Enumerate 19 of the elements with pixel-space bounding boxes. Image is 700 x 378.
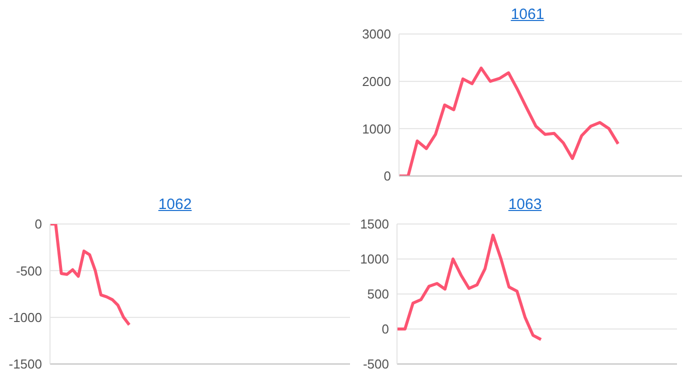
y-tick-label: 1000 bbox=[360, 252, 389, 267]
chart-title: 1061 bbox=[510, 6, 544, 23]
y-tick-label: 0 bbox=[382, 322, 389, 337]
y-tick-label: 0 bbox=[34, 216, 42, 232]
y-tick-label: 1000 bbox=[362, 121, 391, 136]
line-series bbox=[398, 66, 620, 176]
chart-title: 1063 bbox=[508, 196, 542, 213]
y-tick-label: 3000 bbox=[362, 26, 391, 42]
y-tick-label: -500 bbox=[362, 356, 389, 372]
y-tick-label: -500 bbox=[16, 263, 42, 278]
line-series bbox=[48, 224, 131, 326]
y-tick-label: -1500 bbox=[8, 356, 42, 372]
y-tick-label: 2000 bbox=[362, 74, 391, 89]
y-tick-label: 0 bbox=[384, 168, 391, 184]
y-tick-label: -1000 bbox=[8, 310, 42, 325]
chart-title: 1062 bbox=[158, 196, 192, 213]
y-tick-label: 1500 bbox=[360, 216, 389, 232]
y-tick-label: 500 bbox=[367, 286, 389, 302]
line-series bbox=[396, 234, 542, 341]
